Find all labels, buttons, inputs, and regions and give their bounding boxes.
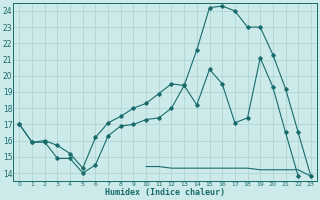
X-axis label: Humidex (Indice chaleur): Humidex (Indice chaleur): [105, 188, 225, 197]
